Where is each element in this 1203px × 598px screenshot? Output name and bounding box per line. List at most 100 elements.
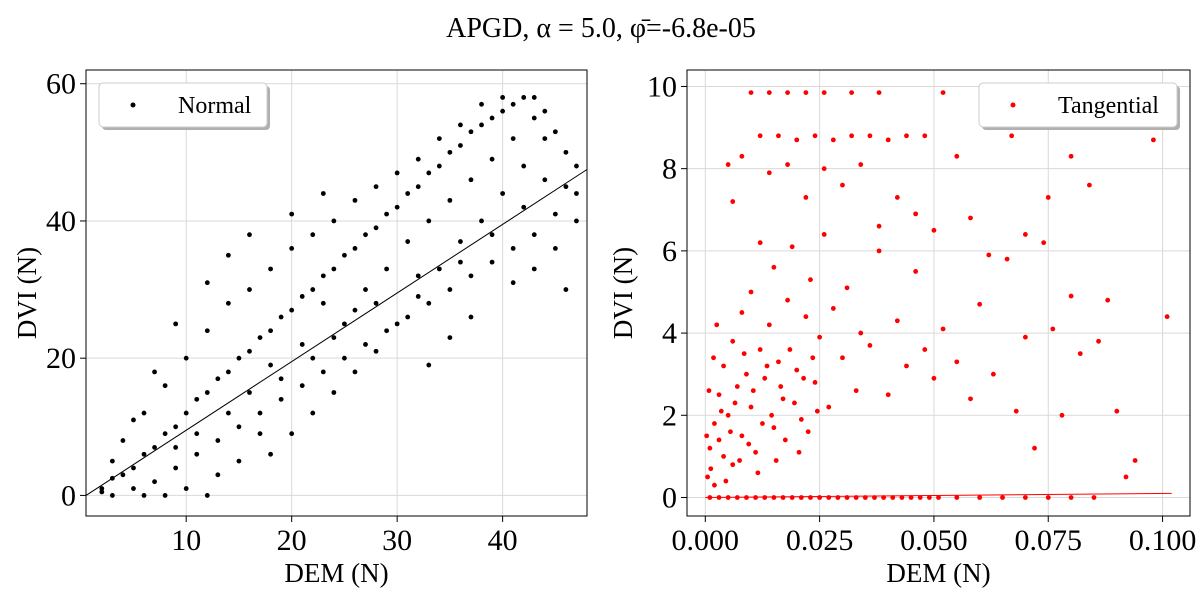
data-point	[510, 280, 516, 286]
data-point	[109, 458, 115, 464]
y-tick-label: 60	[46, 68, 76, 101]
data-point	[373, 225, 379, 231]
data-point	[798, 417, 804, 422]
legend-box	[978, 82, 1178, 128]
data-point	[521, 163, 527, 169]
y-tick-label: 10	[647, 70, 677, 103]
data-point	[384, 328, 389, 334]
legend-label: Tangential	[1058, 93, 1159, 119]
data-point	[931, 375, 937, 381]
x-tick-label: 0.100	[1129, 524, 1197, 557]
data-point	[1050, 326, 1056, 332]
data-point	[762, 375, 768, 381]
data-point	[849, 133, 855, 139]
data-point	[510, 101, 516, 107]
data-point	[405, 314, 411, 320]
data-point	[1096, 338, 1101, 344]
data-point	[531, 266, 537, 272]
y-tick-label: 40	[46, 205, 76, 238]
data-point	[1004, 256, 1010, 262]
x-axis-label: DEM (N)	[284, 558, 388, 588]
data-point	[489, 115, 495, 121]
data-point	[931, 227, 937, 233]
data-point	[352, 246, 358, 251]
data-point	[247, 287, 252, 292]
data-point	[310, 232, 316, 238]
data-point	[954, 153, 960, 159]
data-point	[215, 472, 221, 478]
data-point	[954, 495, 960, 500]
scatter-series-normal	[99, 95, 579, 498]
data-point	[489, 259, 495, 265]
data-point	[776, 359, 781, 365]
data-point	[1068, 153, 1074, 159]
data-point	[954, 359, 960, 365]
data-point	[373, 300, 379, 306]
data-point	[479, 122, 484, 128]
data-point	[908, 495, 914, 500]
data-point	[803, 90, 809, 96]
data-point	[458, 239, 463, 244]
data-point	[352, 307, 358, 313]
data-point	[415, 156, 421, 162]
data-point	[426, 170, 432, 176]
data-point	[278, 376, 284, 382]
data-point	[141, 493, 147, 498]
data-point	[479, 218, 484, 224]
data-point	[342, 355, 347, 361]
data-point	[739, 310, 745, 315]
data-point	[844, 285, 850, 291]
data-point	[766, 90, 772, 96]
plot-frame	[85, 69, 588, 517]
data-point	[447, 197, 453, 203]
data-point	[510, 246, 516, 251]
data-point	[716, 392, 722, 398]
data-point	[785, 297, 790, 303]
data-point	[917, 495, 923, 500]
data-point	[778, 384, 784, 389]
y-tick-label: 8	[662, 153, 677, 186]
data-point	[268, 451, 273, 457]
data-point	[552, 246, 558, 251]
data-point	[926, 495, 932, 500]
data-point	[331, 266, 337, 272]
x-tick-label: 40	[488, 524, 518, 557]
data-point	[447, 149, 453, 155]
data-point	[468, 177, 474, 183]
data-point	[521, 95, 527, 100]
data-point	[331, 335, 337, 340]
data-point	[162, 383, 168, 389]
x-axis-label: DEM (N)	[886, 558, 990, 588]
data-point	[152, 479, 157, 485]
data-point	[1045, 195, 1051, 200]
data-point	[257, 410, 263, 416]
data-point	[415, 273, 421, 279]
chart-panel-normal: 10 20 30 40 0 20 40 60 DEM (N) DVI (N) Normal	[12, 68, 588, 588]
data-point	[458, 122, 463, 128]
data-point	[405, 239, 411, 244]
data-point	[468, 273, 474, 279]
data-point	[805, 429, 811, 435]
data-point	[447, 287, 453, 292]
data-point	[876, 90, 882, 96]
data-point	[936, 495, 941, 500]
data-point	[352, 197, 358, 203]
data-point	[489, 156, 495, 162]
data-point	[814, 408, 820, 414]
data-point	[310, 287, 316, 292]
data-point	[552, 129, 558, 135]
data-point	[968, 215, 973, 221]
data-point	[426, 300, 432, 306]
data-point	[1009, 133, 1015, 139]
x-tick-label: 10	[171, 524, 201, 557]
data-point	[913, 211, 919, 217]
data-point	[803, 314, 809, 320]
data-point	[750, 388, 756, 394]
data-point	[531, 232, 537, 238]
data-point	[725, 162, 731, 167]
y-tick-label: 0	[662, 482, 677, 515]
data-point	[858, 162, 864, 167]
y-axis-label: DVI (N)	[12, 247, 42, 339]
data-point	[744, 371, 749, 377]
